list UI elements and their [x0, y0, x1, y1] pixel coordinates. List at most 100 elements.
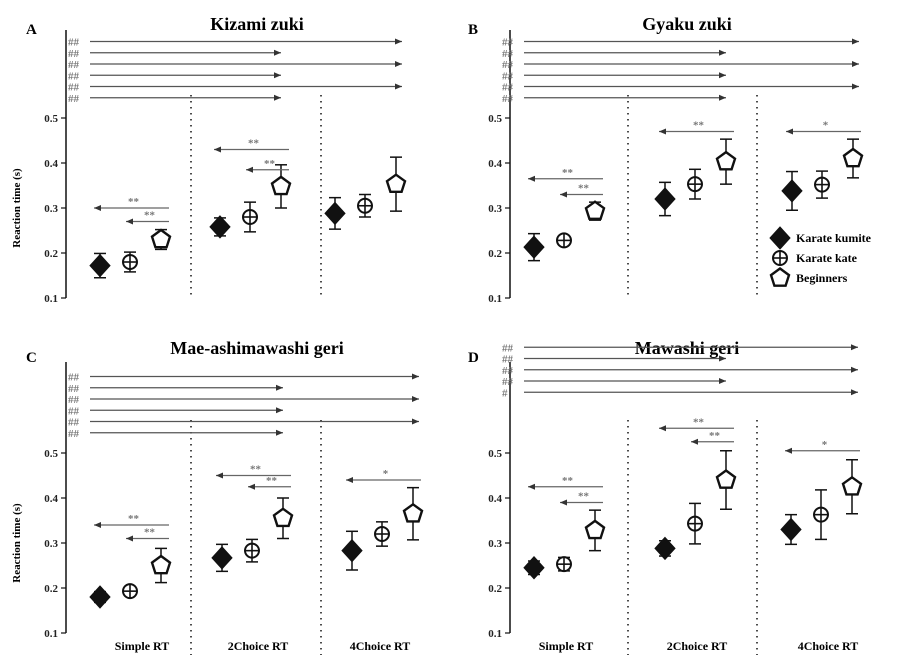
beginners-pentagon-mark — [150, 554, 172, 575]
beginners-pentagon-mark — [270, 175, 292, 196]
x-category-label: 4Choice RT — [798, 639, 859, 653]
within-group-sig-arrowhead — [248, 483, 255, 490]
between-condition-arrowhead — [852, 61, 859, 67]
within-group-sig-arrowhead — [560, 191, 567, 198]
between-condition-arrowhead — [851, 389, 858, 396]
between-condition-arrowhead — [852, 83, 859, 90]
between-sig-label: # — [502, 387, 508, 399]
y-tick-label: 0.3 — [44, 538, 58, 550]
kumite-diamond-mark — [209, 215, 231, 239]
between-condition-arrowhead — [395, 38, 402, 45]
within-group-sig-arrowhead — [126, 535, 133, 542]
sig-label: * — [823, 120, 829, 132]
between-condition-arrowhead — [395, 61, 402, 67]
between-sig-label: ## — [68, 428, 80, 440]
y-tick-label: 0.3 — [488, 203, 502, 215]
panel-title: Mawashi geri — [635, 338, 739, 358]
x-category-label: 2Choice RT — [667, 639, 728, 653]
sig-label: ** — [693, 120, 705, 132]
x-category-label: Simple RT — [115, 639, 170, 653]
x-category-label: Simple RT — [539, 639, 594, 653]
legend-label: Karate kumite — [796, 231, 872, 245]
y-axis-title: Reaction time (s) — [11, 503, 23, 583]
beginners-pentagon-mark — [841, 475, 863, 496]
sig-label: * — [822, 439, 828, 451]
between-sig-label: ## — [502, 365, 514, 377]
between-condition-arrowhead — [412, 373, 419, 380]
beginners-pentagon-mark — [715, 150, 737, 171]
between-sig-label: ## — [68, 394, 80, 406]
sig-label: ** — [128, 196, 140, 208]
sig-label: ** — [128, 513, 140, 525]
panel-a: 0.1 0.2 0.3 0.4 0.5 Reaction time (s) Kizami z… — [11, 14, 407, 305]
y-tick-label: 0.2 — [488, 583, 502, 595]
kumite-diamond-mark — [89, 585, 111, 609]
between-sig-label: ## — [68, 372, 80, 384]
panels: 0.1 0.2 0.3 0.4 0.5 Reaction time (s) Kizami z… — [11, 14, 864, 655]
sig-label: ** — [709, 430, 721, 442]
y-tick-label: 0.3 — [44, 203, 58, 215]
between-condition-arrowhead — [851, 366, 858, 373]
between-condition-arrowhead — [274, 49, 281, 56]
panel-title: Gyaku zuki — [642, 14, 732, 34]
between-sig-label: ## — [68, 383, 80, 395]
panel-title: Mae-ashimawashi geri — [170, 338, 343, 358]
between-sig-label: ## — [68, 82, 80, 94]
y-tick-label: 0.4 — [44, 493, 58, 505]
beginners-pentagon-mark — [769, 267, 791, 287]
y-tick-label: 0.4 — [488, 158, 502, 170]
within-group-sig-arrowhead — [126, 218, 133, 225]
y-tick-label: 0.5 — [44, 113, 58, 125]
kumite-diamond-mark — [89, 253, 111, 278]
kumite-diamond-mark — [211, 546, 233, 570]
sig-label: ** — [693, 416, 705, 428]
between-condition-arrowhead — [276, 407, 283, 414]
panel-letter: A — [26, 22, 37, 38]
sig-label: ** — [248, 138, 260, 150]
y-tick-label: 0.5 — [44, 448, 58, 460]
y-tick-label: 0.1 — [44, 293, 58, 305]
between-sig-label: ## — [68, 70, 80, 82]
x-category-label: 2Choice RT — [228, 639, 289, 653]
within-group-sig-arrowhead — [528, 175, 535, 182]
beginners-pentagon-mark — [385, 173, 407, 194]
between-sig-label: ## — [502, 342, 514, 354]
kumite-diamond-mark — [769, 226, 791, 250]
y-tick-label: 0.1 — [44, 628, 58, 640]
between-sig-label: ## — [502, 354, 514, 366]
between-condition-arrowhead — [852, 38, 859, 45]
sig-label: ** — [144, 527, 156, 539]
between-condition-arrowhead — [274, 72, 281, 79]
sig-label: ** — [578, 183, 590, 195]
between-condition-arrowhead — [395, 83, 402, 90]
within-group-sig-arrowhead — [560, 499, 567, 506]
y-tick-label: 0.1 — [488, 628, 502, 640]
kumite-diamond-mark — [654, 536, 676, 561]
between-condition-arrowhead — [412, 418, 419, 425]
beginners-pentagon-mark — [402, 502, 424, 523]
sig-label: ** — [562, 167, 574, 179]
panel-letter: B — [468, 22, 478, 38]
kumite-diamond-mark — [341, 538, 363, 563]
within-group-sig-arrowhead — [346, 477, 353, 483]
sig-label: ** — [562, 475, 574, 487]
between-sig-label: ## — [68, 37, 80, 49]
sig-label: ** — [266, 475, 278, 487]
between-sig-label: ## — [502, 93, 514, 105]
y-tick-label: 0.4 — [44, 158, 58, 170]
between-sig-label: ## — [502, 59, 514, 71]
y-tick-label: 0.3 — [488, 538, 502, 550]
between-sig-label: ## — [68, 417, 80, 429]
within-group-sig-arrowhead — [214, 146, 221, 153]
between-condition-arrowhead — [276, 384, 283, 391]
y-tick-label: 0.1 — [488, 293, 502, 305]
between-sig-label: ## — [502, 376, 514, 388]
beginners-pentagon-mark — [150, 228, 172, 249]
beginners-pentagon-mark — [584, 519, 606, 540]
y-tick-label: 0.2 — [44, 583, 58, 595]
y-tick-label: 0.4 — [488, 493, 502, 505]
x-category-label: 4Choice RT — [350, 639, 411, 653]
between-condition-arrowhead — [276, 429, 283, 436]
